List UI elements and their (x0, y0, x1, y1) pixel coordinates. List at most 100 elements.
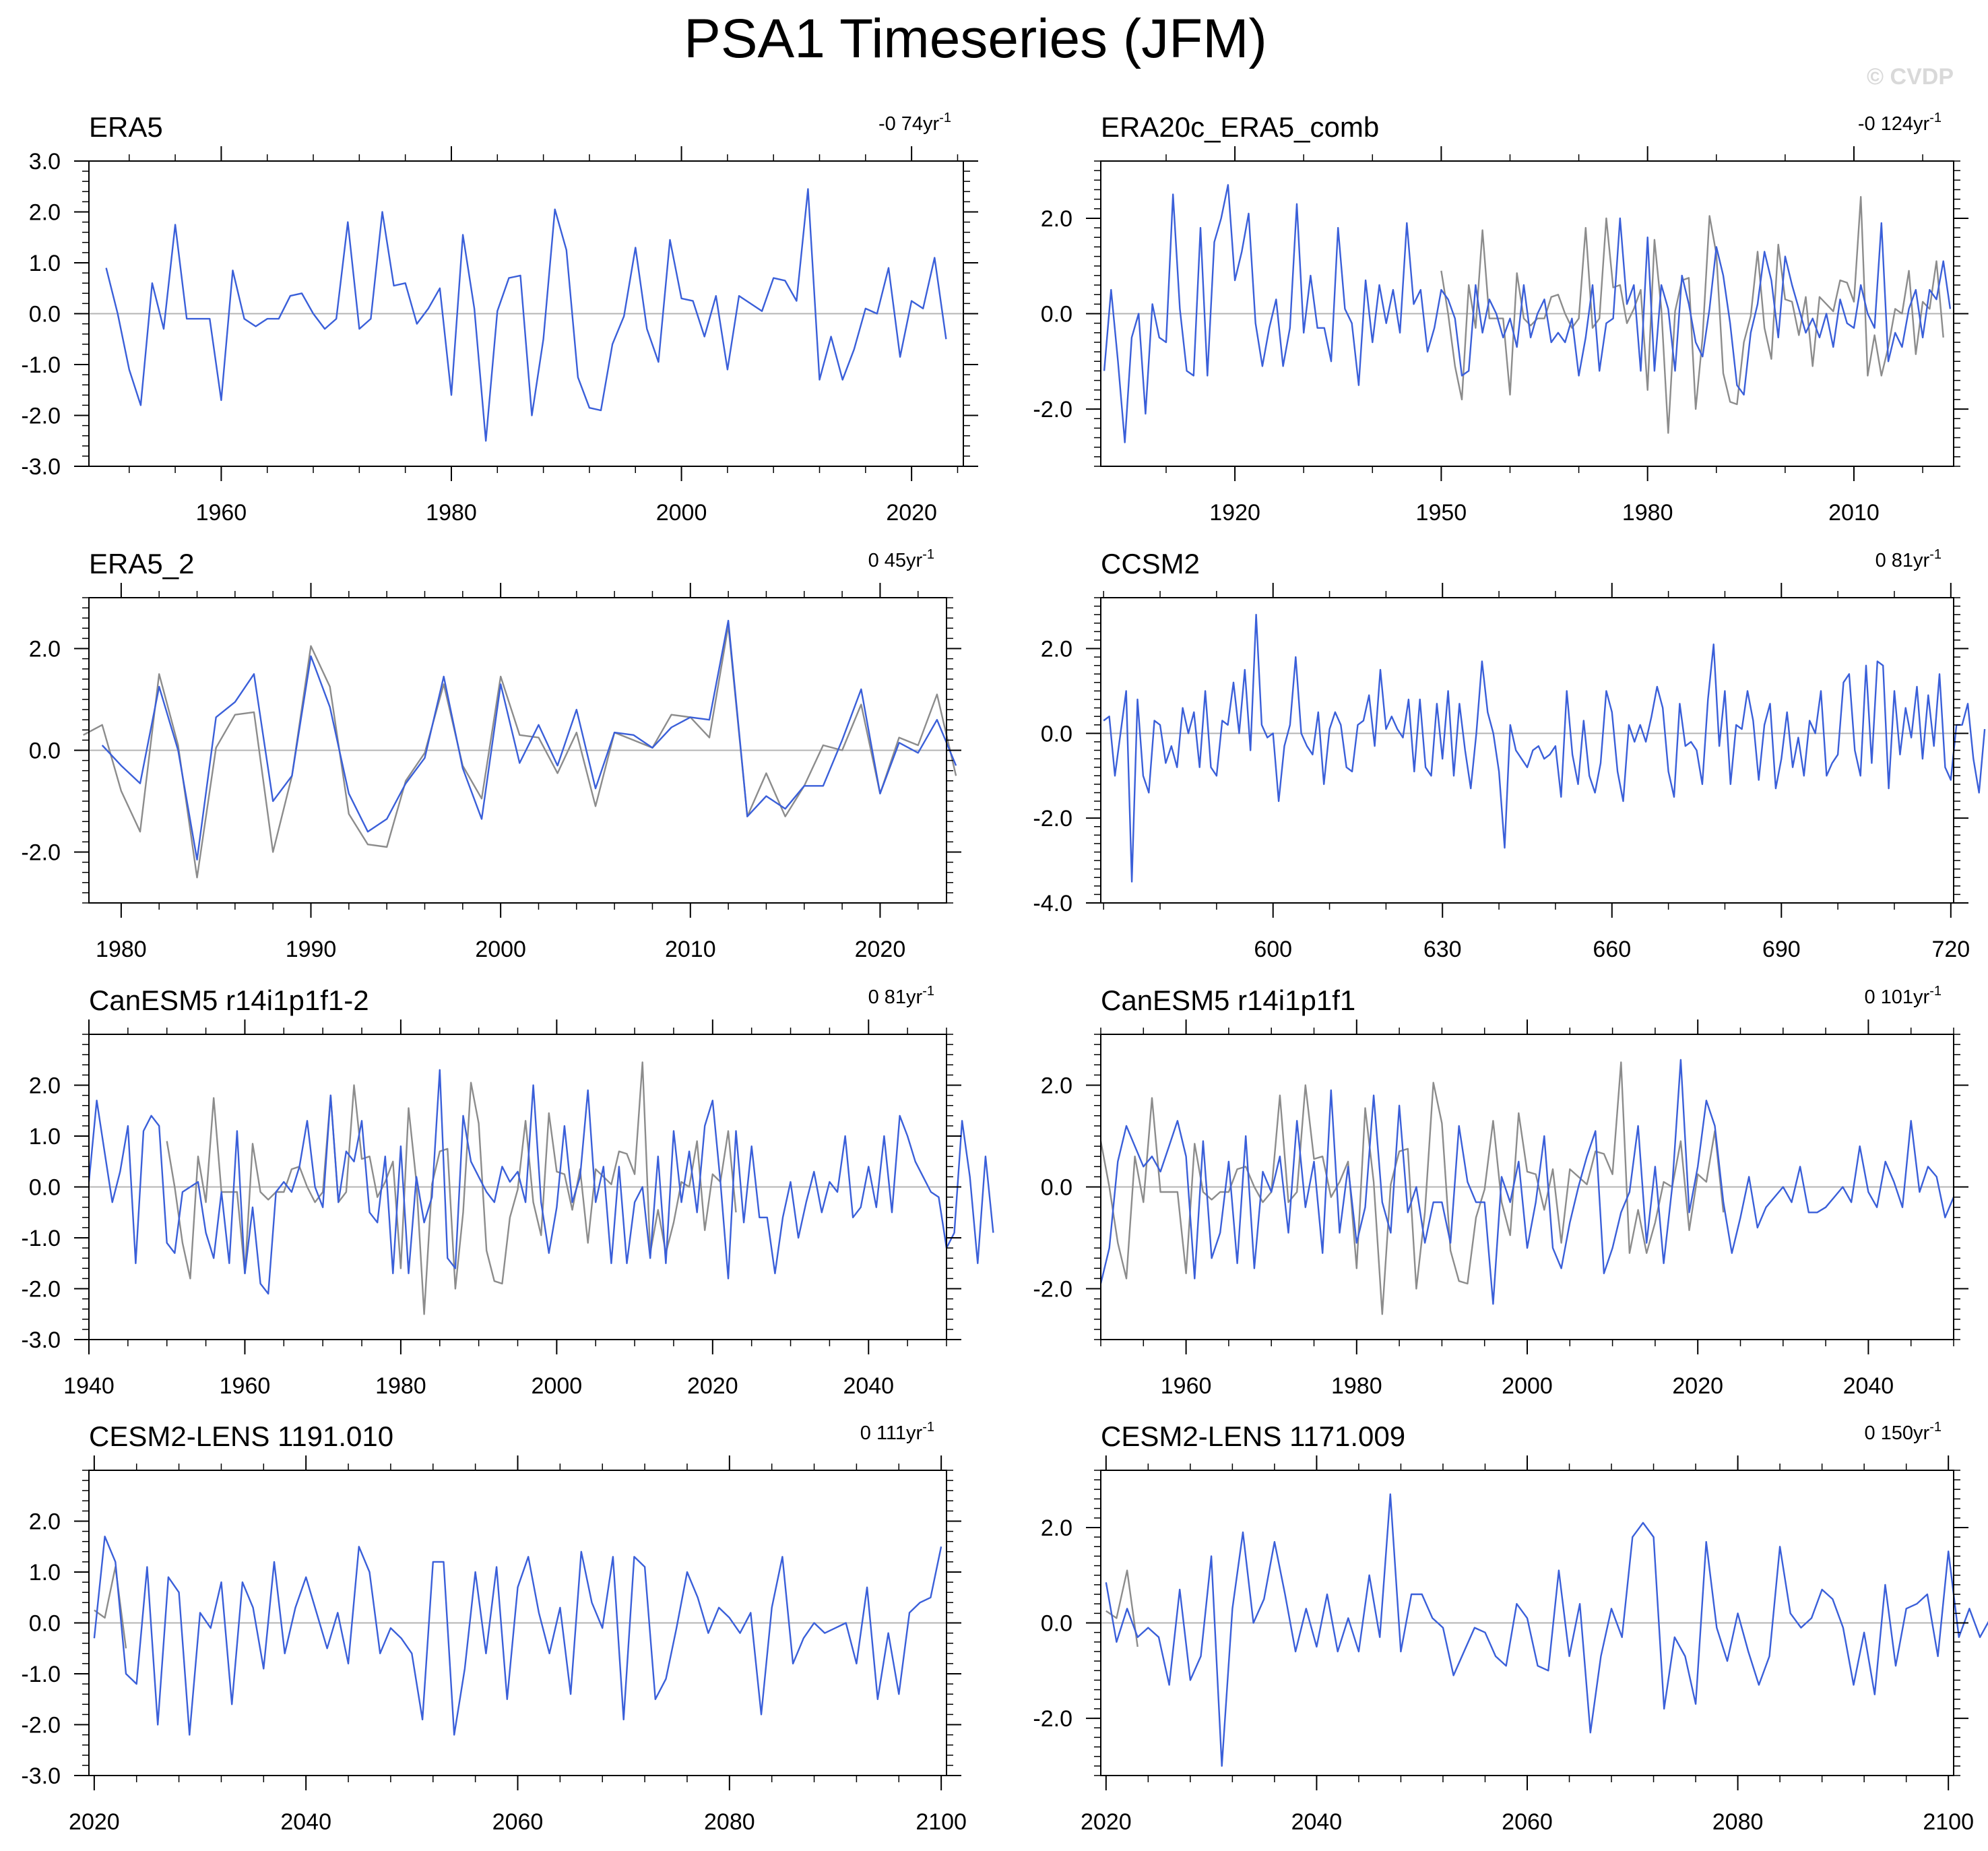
x-tick-label: 2080 (704, 1809, 755, 1835)
y-tick-label: -4.0 (1033, 891, 1072, 916)
trend-label: -0 124yr-1 (1858, 111, 1942, 135)
chart-panel: -2.0 0.0 2.0 1980 1990 2000 2010 2020 ERA5_2 0 45… (21, 547, 961, 962)
y-tick-label: -3.0 (21, 1763, 61, 1789)
y-tick-label: 2.0 (29, 200, 61, 226)
chart-panel: -3.0 -2.0 -1.0 0.0 1.0 2.0 2020 2040 2060 2080 210… (21, 1420, 967, 1835)
x-tick-label: 2010 (665, 937, 716, 962)
y-tick-label: 0.0 (1041, 721, 1072, 747)
chart-panel: -2.0 0.0 2.0 1920 1950 1980 2010 ERA20c_ERA5_co… (1033, 111, 1968, 526)
y-tick-label: -2.0 (1033, 397, 1072, 422)
figure-title: PSA1 Timeseries (JFM) (684, 8, 1267, 69)
y-tick-label: 0.0 (1041, 1175, 1072, 1201)
y-tick-label: 0.0 (1041, 1611, 1072, 1637)
plot-frame (1100, 597, 1954, 904)
y-tick-label: -2.0 (21, 404, 61, 429)
x-tick-label: 630 (1423, 937, 1462, 962)
chart-panel: -3.0 -2.0 -1.0 0.0 1.0 2.0 3.0 1960 1980 2000 2020… (21, 111, 978, 526)
panels: -3.0 -2.0 -1.0 0.0 1.0 2.0 3.0 1960 1980 2000 2020… (21, 111, 1988, 1835)
y-tick-label: 0.0 (29, 302, 61, 327)
obs-series-line (83, 625, 957, 879)
y-tick-label: 0.0 (1041, 302, 1072, 327)
x-tick-label: 1980 (1331, 1373, 1382, 1399)
x-tick-label: 1920 (1209, 500, 1260, 526)
trend-label: -0 74yr-1 (878, 111, 951, 135)
model-series-line (105, 188, 947, 442)
trend-label: 0 81yr-1 (868, 984, 934, 1008)
x-tick-label: 2020 (69, 1809, 120, 1835)
y-tick-label: 0.0 (29, 739, 61, 764)
x-tick-label: 690 (1762, 937, 1801, 962)
panel-title: ERA5_2 (89, 548, 194, 579)
trend-label: 0 81yr-1 (1875, 547, 1942, 571)
model-series-line (93, 1535, 942, 1736)
y-tick-label: 0.0 (29, 1175, 61, 1201)
x-tick-label: 2020 (855, 937, 906, 962)
panel-title: CanESM5 r14i1p1f1 (1101, 984, 1355, 1016)
y-tick-label: 1.0 (29, 251, 61, 276)
y-tick-label: 0.0 (29, 1611, 61, 1637)
panel-title: ERA5 (89, 111, 163, 143)
x-tick-label: 2000 (656, 500, 707, 526)
x-tick-label: 1980 (426, 500, 477, 526)
x-tick-label: 1960 (1161, 1373, 1212, 1399)
x-tick-label: 2040 (1843, 1373, 1894, 1399)
y-tick-label: -2.0 (21, 1277, 61, 1303)
y-tick-label: 1.0 (29, 1560, 61, 1586)
panel-title: CESM2-LENS 1191.010 (89, 1420, 393, 1452)
y-tick-label: -2.0 (1033, 1277, 1072, 1303)
y-tick-label: 2.0 (1041, 1515, 1072, 1541)
x-tick-label: 1960 (220, 1373, 271, 1399)
x-tick-label: 2040 (1291, 1809, 1343, 1835)
model-series-line (101, 619, 957, 861)
model-series-line (1105, 1493, 1988, 1767)
y-tick-label: -1.0 (21, 1662, 61, 1687)
x-tick-label: 2020 (1672, 1373, 1723, 1399)
x-tick-label: 2000 (532, 1373, 583, 1399)
x-tick-label: 1980 (96, 937, 147, 962)
panel-title: ERA20c_ERA5_comb (1101, 111, 1379, 143)
y-tick-label: 2.0 (29, 1073, 61, 1099)
model-series-line (1099, 1059, 1955, 1305)
x-tick-label: 1940 (63, 1373, 115, 1399)
x-tick-label: 1980 (375, 1373, 426, 1399)
y-tick-label: -2.0 (21, 1713, 61, 1738)
x-tick-label: 2100 (916, 1809, 967, 1835)
model-series-line (1103, 614, 1986, 883)
trend-label: 0 111yr-1 (860, 1420, 934, 1444)
x-tick-label: 660 (1593, 937, 1631, 962)
y-tick-label: 2.0 (1041, 1073, 1072, 1099)
x-tick-label: 2060 (1502, 1809, 1553, 1835)
x-tick-label: 2040 (280, 1809, 331, 1835)
x-tick-label: 2080 (1712, 1809, 1764, 1835)
y-tick-label: -1.0 (21, 352, 61, 378)
y-tick-label: -3.0 (21, 1327, 61, 1353)
y-tick-label: -2.0 (21, 840, 61, 866)
trend-label: 0 150yr-1 (1864, 1420, 1942, 1444)
y-tick-label: 2.0 (1041, 206, 1072, 232)
x-tick-label: 1960 (196, 500, 247, 526)
x-tick-label: 1990 (286, 937, 337, 962)
x-tick-label: 1980 (1622, 500, 1673, 526)
x-tick-label: 2010 (1828, 500, 1880, 526)
obs-series-line (1099, 1061, 1725, 1315)
x-tick-label: 2020 (687, 1373, 738, 1399)
x-tick-label: 2020 (1081, 1809, 1132, 1835)
y-tick-label: -1.0 (21, 1226, 61, 1251)
x-tick-label: 600 (1254, 937, 1292, 962)
y-tick-label: 2.0 (29, 637, 61, 662)
y-tick-label: -2.0 (1033, 1706, 1072, 1732)
obs-series-line (1440, 195, 1944, 434)
x-tick-label: 720 (1931, 937, 1970, 962)
chart-panel: -2.0 0.0 2.0 1960 1980 2000 2020 2040 CanESM5 r1… (1033, 984, 1968, 1399)
x-tick-label: 2060 (492, 1809, 544, 1835)
watermark: © CVDP (1867, 64, 1954, 90)
x-tick-label: 2040 (843, 1373, 894, 1399)
x-tick-label: 2020 (886, 500, 937, 526)
trend-label: 0 101yr-1 (1864, 984, 1942, 1008)
panel-title: CanESM5 r14i1p1f1-2 (89, 984, 369, 1016)
chart-panel: -2.0 0.0 2.0 2020 2040 2060 2080 2100 CESM2-LENS… (1033, 1420, 1988, 1835)
y-tick-label: -3.0 (21, 454, 61, 480)
y-tick-label: 2.0 (1041, 637, 1072, 662)
x-tick-label: 2000 (475, 937, 526, 962)
